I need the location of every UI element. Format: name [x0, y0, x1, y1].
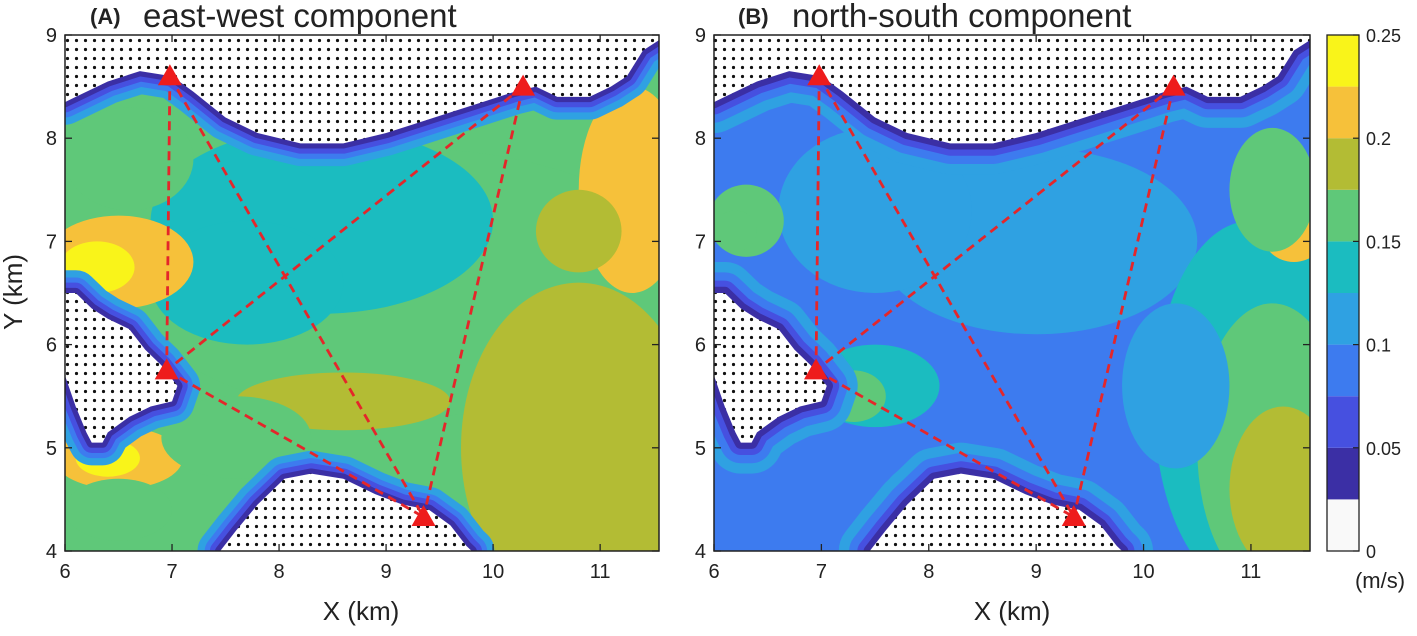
panel-a-ytick-label-1: 5 [46, 438, 57, 460]
panel-b: (B) north-south component 6 7 8 9 10 11 4 5 6 7 8 9… [695, 0, 1311, 626]
panel-b-path-2 [815, 85, 1175, 372]
panel-b-xtick-label-1: 7 [816, 561, 827, 583]
panel-b-xtick-label-4: 10 [1132, 561, 1154, 583]
panel-b-xtick-label-5: 11 [1241, 561, 1262, 583]
panel-b-ytick-label-4: 8 [695, 128, 706, 150]
colorbar-swatch-0 [1327, 499, 1359, 551]
panel-b-frame [713, 34, 1311, 552]
colorbar-swatch-7 [1327, 138, 1359, 190]
colorbar-unit: (m/s) [1355, 568, 1405, 593]
panel-b-field [714, 35, 1310, 551]
panel-a-station-0 [157, 64, 182, 86]
colorbar-swatch-3 [1327, 344, 1359, 397]
panel-a-xtick-label-0: 6 [59, 561, 70, 583]
panel-a: (A) east-west component 6 7 8 9 10 11 4 5 6 7 8 9 X… [0, 0, 660, 626]
panel-a-xtick-label-2: 8 [273, 561, 284, 583]
panel-a-xtick-label-1: 7 [166, 561, 177, 583]
colorbar-tick-label-0: 0 [1366, 542, 1376, 562]
panel-b-title: north-south component [792, 0, 1131, 34]
colorbar-swatch-9 [1327, 35, 1359, 87]
panel-b-station-0 [807, 64, 832, 86]
panel-a-ytick-label-0: 4 [46, 541, 57, 563]
panel-b-land-south [869, 473, 1123, 551]
panel-b-speed-region-3 [714, 210, 757, 252]
panel-a-station-3 [411, 504, 436, 526]
panel-b-xtick-label-0: 6 [708, 561, 719, 583]
panel-a-speed-region-5 [150, 220, 344, 345]
panel-a-ytick-label-4: 8 [46, 128, 57, 150]
panel-a-xtick-label-3: 9 [381, 561, 392, 583]
panel-a-path-0 [165, 76, 172, 371]
panel-b-speed-region-6 [1229, 406, 1310, 551]
panel-b-xtick-label-2: 8 [923, 561, 934, 583]
panel-b-ytick-label-2: 6 [695, 335, 706, 357]
colorbar: 0 0.05 0.1 0.15 0.2 0.25 [1326, 26, 1401, 562]
panel-b-ticks: 6 7 8 9 10 11 4 5 6 7 8 9 [695, 25, 1310, 583]
colorbar-frame [1326, 34, 1360, 552]
panel-a-speed-region-6 [65, 107, 194, 211]
panel-a-land-west [65, 293, 178, 443]
panel-a-ytick-label-5: 9 [46, 25, 57, 47]
panel-a-path-3 [422, 86, 525, 518]
panel-a-speed-region-14 [161, 396, 312, 479]
panel-a-ylabel: Y (km) [0, 254, 28, 330]
panel-b-speed-region-1 [778, 127, 972, 293]
panel-a-title: east-west component [143, 0, 457, 34]
panel-a-field [65, 35, 659, 551]
panel-a-land-south [220, 473, 472, 551]
colorbar-tick-label-5: 0.25 [1366, 26, 1401, 46]
panel-b-xtick-label-3: 9 [1031, 561, 1042, 583]
colorbar-tick-label-4: 0.2 [1366, 129, 1391, 149]
panel-a-station-1 [511, 74, 536, 96]
panel-a-path-4 [165, 369, 425, 519]
panel-b-path-0 [814, 76, 821, 371]
panel-b-speed-region-8 [1229, 127, 1310, 252]
colorbar-tick-label-2: 0.1 [1366, 336, 1391, 356]
panel-a-land-north [65, 35, 659, 144]
panel-b-ytick-label-1: 5 [695, 438, 706, 460]
panel-a-xlabel: X (km) [323, 596, 400, 626]
colorbar-swatch-5 [1327, 241, 1359, 293]
colorbar-tick-label-1: 0.05 [1366, 439, 1401, 459]
panel-b-xlabel: X (km) [974, 596, 1051, 626]
panel-a-speed-region-1 [461, 282, 659, 551]
colorbar-swatch-2 [1327, 396, 1359, 448]
panel-b-ytick-label-5: 9 [695, 25, 706, 47]
panel-b-station-2 [804, 358, 829, 380]
panel-a-ytick-label-3: 7 [46, 231, 57, 253]
panel-b-path-3 [1072, 86, 1175, 518]
panel-b-land-north [714, 35, 1310, 144]
panel-b-path-4 [815, 369, 1075, 519]
panel-a-station-2 [154, 358, 179, 380]
panel-b-ytick-label-0: 4 [695, 541, 706, 563]
panel-b-ytick-label-3: 7 [695, 231, 706, 253]
colorbar-swatch-6 [1327, 189, 1359, 242]
colorbar-swatch-8 [1327, 86, 1359, 139]
panel-b-station-1 [1161, 74, 1186, 96]
colorbar-swatch-1 [1327, 447, 1359, 500]
colorbar-swatch-4 [1327, 293, 1359, 345]
colorbar-tick-label-3: 0.15 [1366, 232, 1401, 252]
panel-a-frame [64, 34, 660, 552]
panel-a-path-1 [168, 75, 425, 518]
panel-a-ytick-label-2: 6 [46, 335, 57, 357]
panel-a-speed-region-3 [535, 189, 622, 273]
panel-a-xtick-label-4: 10 [482, 561, 504, 583]
panel-b-land-west [714, 293, 827, 443]
panel-b-letter: (B) [738, 4, 769, 29]
panel-b-station-3 [1061, 504, 1086, 526]
panel-a-speed-region-15 [65, 478, 173, 541]
panel-a-plot-area [64, 34, 660, 552]
panel-a-xtick-label-5: 11 [590, 561, 611, 583]
panel-a-path-2 [165, 85, 524, 372]
panel-a-letter: (A) [90, 4, 121, 29]
panel-b-path-1 [818, 75, 1075, 518]
panel-b-plot-area [713, 34, 1311, 552]
panel-b-speed-region-14 [1122, 303, 1230, 469]
panel-a-ticks: 6 7 8 9 10 11 4 5 6 7 8 9 [46, 25, 659, 583]
